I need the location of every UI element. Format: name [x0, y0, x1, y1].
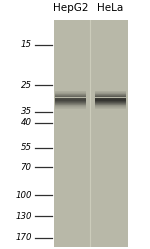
Text: 100: 100: [15, 191, 32, 200]
Bar: [55, 100, 86, 101]
Bar: [95, 99, 126, 100]
Bar: [95, 96, 126, 97]
Bar: [55, 97, 86, 98]
Bar: [95, 92, 126, 93]
Bar: [95, 104, 126, 105]
Text: 40: 40: [21, 118, 32, 127]
Text: 170: 170: [15, 233, 32, 242]
Bar: [55, 96, 86, 97]
Bar: [55, 95, 86, 96]
Bar: [95, 95, 126, 96]
Text: HepG2: HepG2: [53, 3, 88, 13]
Bar: [55, 93, 86, 94]
Bar: [55, 98, 86, 99]
Bar: [55, 101, 86, 102]
Text: 70: 70: [21, 163, 32, 172]
Text: 15: 15: [21, 40, 32, 49]
Bar: [95, 103, 126, 104]
Bar: [55, 108, 86, 109]
Bar: [55, 107, 86, 108]
Bar: [54, 20, 128, 247]
Text: 130: 130: [15, 212, 32, 221]
Bar: [95, 107, 126, 108]
Text: HeLa: HeLa: [97, 3, 123, 13]
Text: 35: 35: [21, 108, 32, 117]
Bar: [95, 93, 126, 94]
Bar: [95, 98, 126, 99]
Bar: [95, 102, 126, 103]
Bar: [95, 101, 126, 102]
Bar: [55, 92, 86, 93]
Bar: [55, 106, 86, 107]
Bar: [55, 102, 86, 103]
Bar: [95, 91, 126, 92]
Bar: [55, 91, 86, 92]
Bar: [55, 103, 86, 104]
Bar: [95, 100, 126, 101]
Bar: [95, 108, 126, 109]
Bar: [95, 97, 126, 98]
Bar: [55, 94, 86, 95]
Bar: [55, 99, 86, 100]
Bar: [95, 94, 126, 95]
Text: 55: 55: [21, 143, 32, 152]
Bar: [55, 104, 86, 105]
Text: 25: 25: [21, 81, 32, 90]
Bar: [95, 106, 126, 107]
